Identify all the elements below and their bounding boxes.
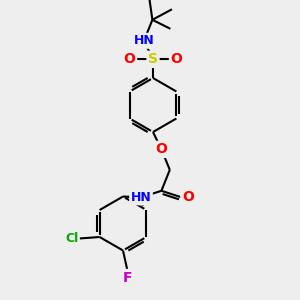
- Text: O: O: [182, 190, 194, 204]
- Text: O: O: [124, 52, 136, 66]
- Text: HN: HN: [134, 34, 154, 47]
- Text: O: O: [155, 142, 167, 156]
- Text: HN: HN: [130, 191, 152, 204]
- Text: Cl: Cl: [65, 232, 78, 245]
- Text: F: F: [123, 271, 132, 284]
- Text: S: S: [148, 52, 158, 66]
- Text: O: O: [170, 52, 182, 66]
